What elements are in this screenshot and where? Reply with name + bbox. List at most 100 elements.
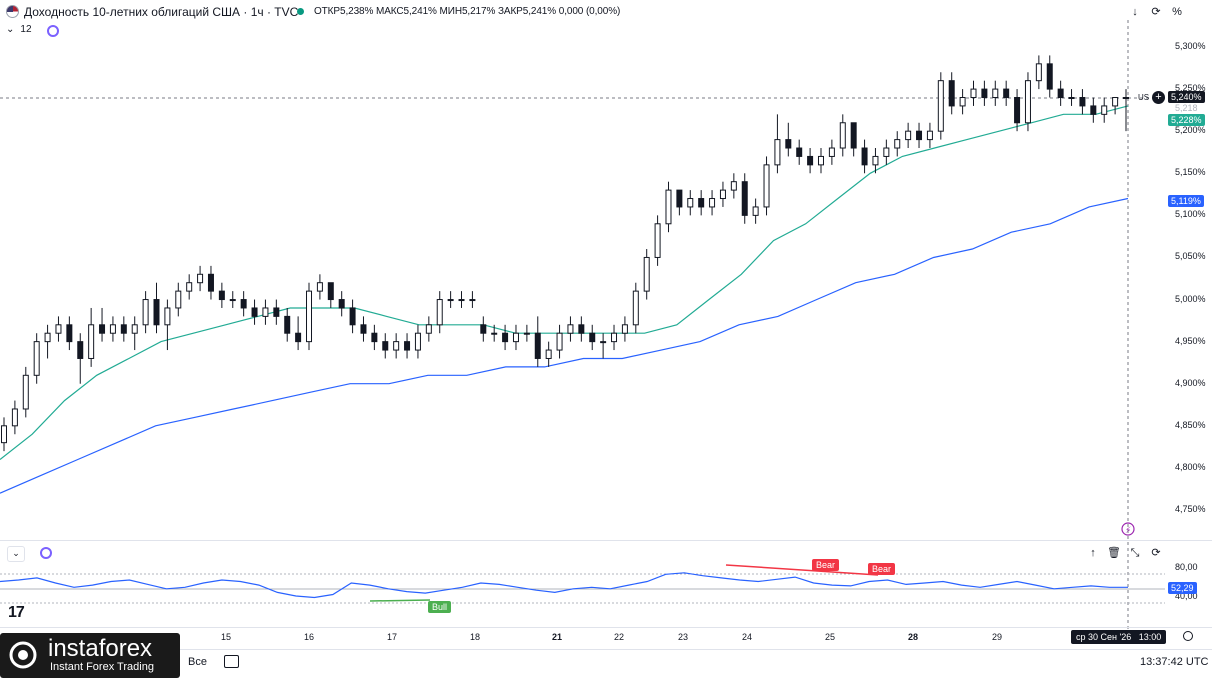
candle-body: [534, 332, 541, 359]
candle-body: [175, 290, 182, 309]
candle-body: [393, 341, 400, 351]
candle-body: [926, 130, 933, 141]
time-tick: 15: [221, 632, 232, 642]
candle-body: [654, 223, 661, 258]
candle-body: [512, 332, 519, 343]
candle-body: [153, 299, 160, 326]
candle-body: [643, 256, 650, 292]
candle-body: [33, 341, 40, 376]
candle-body: [1068, 97, 1075, 100]
price-tick: 5,200%: [1175, 125, 1206, 136]
svg-text:⚡: ⚡: [1125, 526, 1131, 536]
candle-body: [404, 341, 411, 351]
ma-slow-price-tag: 5,119%: [1168, 195, 1204, 207]
rsi-tick-80: 80,00: [1175, 562, 1198, 572]
candle-body: [807, 155, 814, 166]
range-all-button[interactable]: Все: [188, 656, 207, 668]
candle-body: [240, 299, 247, 309]
candle-body: [916, 130, 923, 141]
candle-body: [545, 349, 552, 359]
settings-icon[interactable]: [1183, 631, 1193, 641]
candle-body: [752, 206, 759, 216]
time-tick: 28: [908, 632, 919, 642]
candle-body: [66, 324, 73, 343]
candle-body: [600, 341, 607, 344]
ohlc-values: ОТКР5,238% МАКС5,241% МИН5,217% ЗАКР5,24…: [314, 6, 621, 17]
time-tick: 25: [825, 632, 836, 642]
candle-body: [970, 88, 977, 99]
oscillator-settings-icon[interactable]: [40, 547, 52, 559]
candle-body: [142, 299, 149, 326]
utc-clock[interactable]: 13:37:42 UTC: [1140, 656, 1209, 668]
market-open-indicator: [297, 8, 304, 15]
sync-icon[interactable]: [47, 25, 59, 37]
candle-body: [327, 282, 334, 301]
fullscreen-icon[interactable]: ⟳: [1151, 6, 1161, 18]
collapse-icon[interactable]: ⤡: [1130, 547, 1140, 559]
chevron-down-icon[interactable]: ⌄: [6, 24, 15, 35]
candle-body: [948, 80, 955, 107]
candle-body: [447, 299, 454, 302]
calendar-icon[interactable]: [224, 655, 239, 668]
candle-body: [796, 147, 803, 157]
ma-fast-line: [0, 105, 1129, 460]
bear-divergence-line: [725, 564, 879, 576]
candle-body: [349, 307, 356, 326]
ma-fast-price-tag: 5,228%: [1168, 114, 1205, 126]
candle-body: [1123, 97, 1129, 100]
candle-body: [709, 198, 716, 208]
candle-body: [992, 88, 999, 99]
add-alert-icon[interactable]: +: [1152, 91, 1165, 104]
candle-body: [120, 324, 127, 334]
candle-body: [44, 332, 51, 343]
candle-body: [828, 147, 835, 157]
rsi-line: [0, 572, 1128, 599]
pane-collapse-button[interactable]: ⌄: [7, 546, 25, 562]
candle-body: [665, 189, 672, 225]
candle-body: [284, 315, 291, 334]
candle-body: [55, 324, 62, 334]
cursor-date-label: ср 30 Сен '26 13:00: [1071, 630, 1167, 644]
current-price-tag: 5,240%: [1168, 91, 1205, 103]
chart-header: Доходность 10-летних облигаций США · 1ч …: [0, 0, 1212, 44]
move-up-icon[interactable]: ↑: [1090, 547, 1096, 559]
candle-body: [719, 189, 726, 200]
candle-body: [872, 155, 879, 166]
candle-body: [785, 139, 792, 149]
time-tick: 21: [552, 632, 563, 642]
price-tick: 4,850%: [1175, 419, 1206, 430]
candle-body: [578, 324, 585, 334]
candle-body: [360, 324, 367, 334]
candle-body: [1079, 97, 1086, 107]
pane-separator[interactable]: [0, 540, 1212, 541]
price-tick: 5,300%: [1175, 41, 1206, 51]
bear-label-2: Bear: [868, 563, 896, 575]
time-tick: 23: [678, 632, 689, 642]
candle-body: [218, 290, 225, 301]
symbol-title[interactable]: Доходность 10-летних облигаций США · 1ч …: [24, 5, 299, 19]
delete-icon[interactable]: 🗑: [1107, 547, 1121, 559]
maximize-pane-icon[interactable]: ⟳: [1151, 547, 1161, 559]
download-icon[interactable]: ↓: [1132, 6, 1138, 18]
indicator-toggle[interactable]: ⌄ 12: [6, 24, 38, 35]
candle-body: [567, 324, 574, 334]
candle-body: [817, 155, 824, 166]
time-tick: 29: [992, 632, 1003, 642]
candle-body: [959, 97, 966, 107]
candle-body: [741, 181, 748, 216]
candle-body: [109, 324, 116, 334]
symbol-short-label: US: [1138, 93, 1150, 102]
watermark-logo: [0, 633, 180, 678]
us-flag-icon: [6, 5, 19, 18]
time-tick: 17: [387, 632, 398, 642]
percent-icon[interactable]: %: [1172, 6, 1182, 18]
rsi-tick-40: 40,00: [1175, 591, 1198, 601]
candle-body: [523, 332, 530, 335]
candle-body: [839, 122, 846, 149]
candle-body: [262, 307, 269, 317]
bull-label: Bull: [428, 601, 452, 613]
candle-body: [774, 139, 781, 166]
price-tick: 4,900%: [1175, 377, 1206, 388]
candle-body: [556, 332, 563, 351]
